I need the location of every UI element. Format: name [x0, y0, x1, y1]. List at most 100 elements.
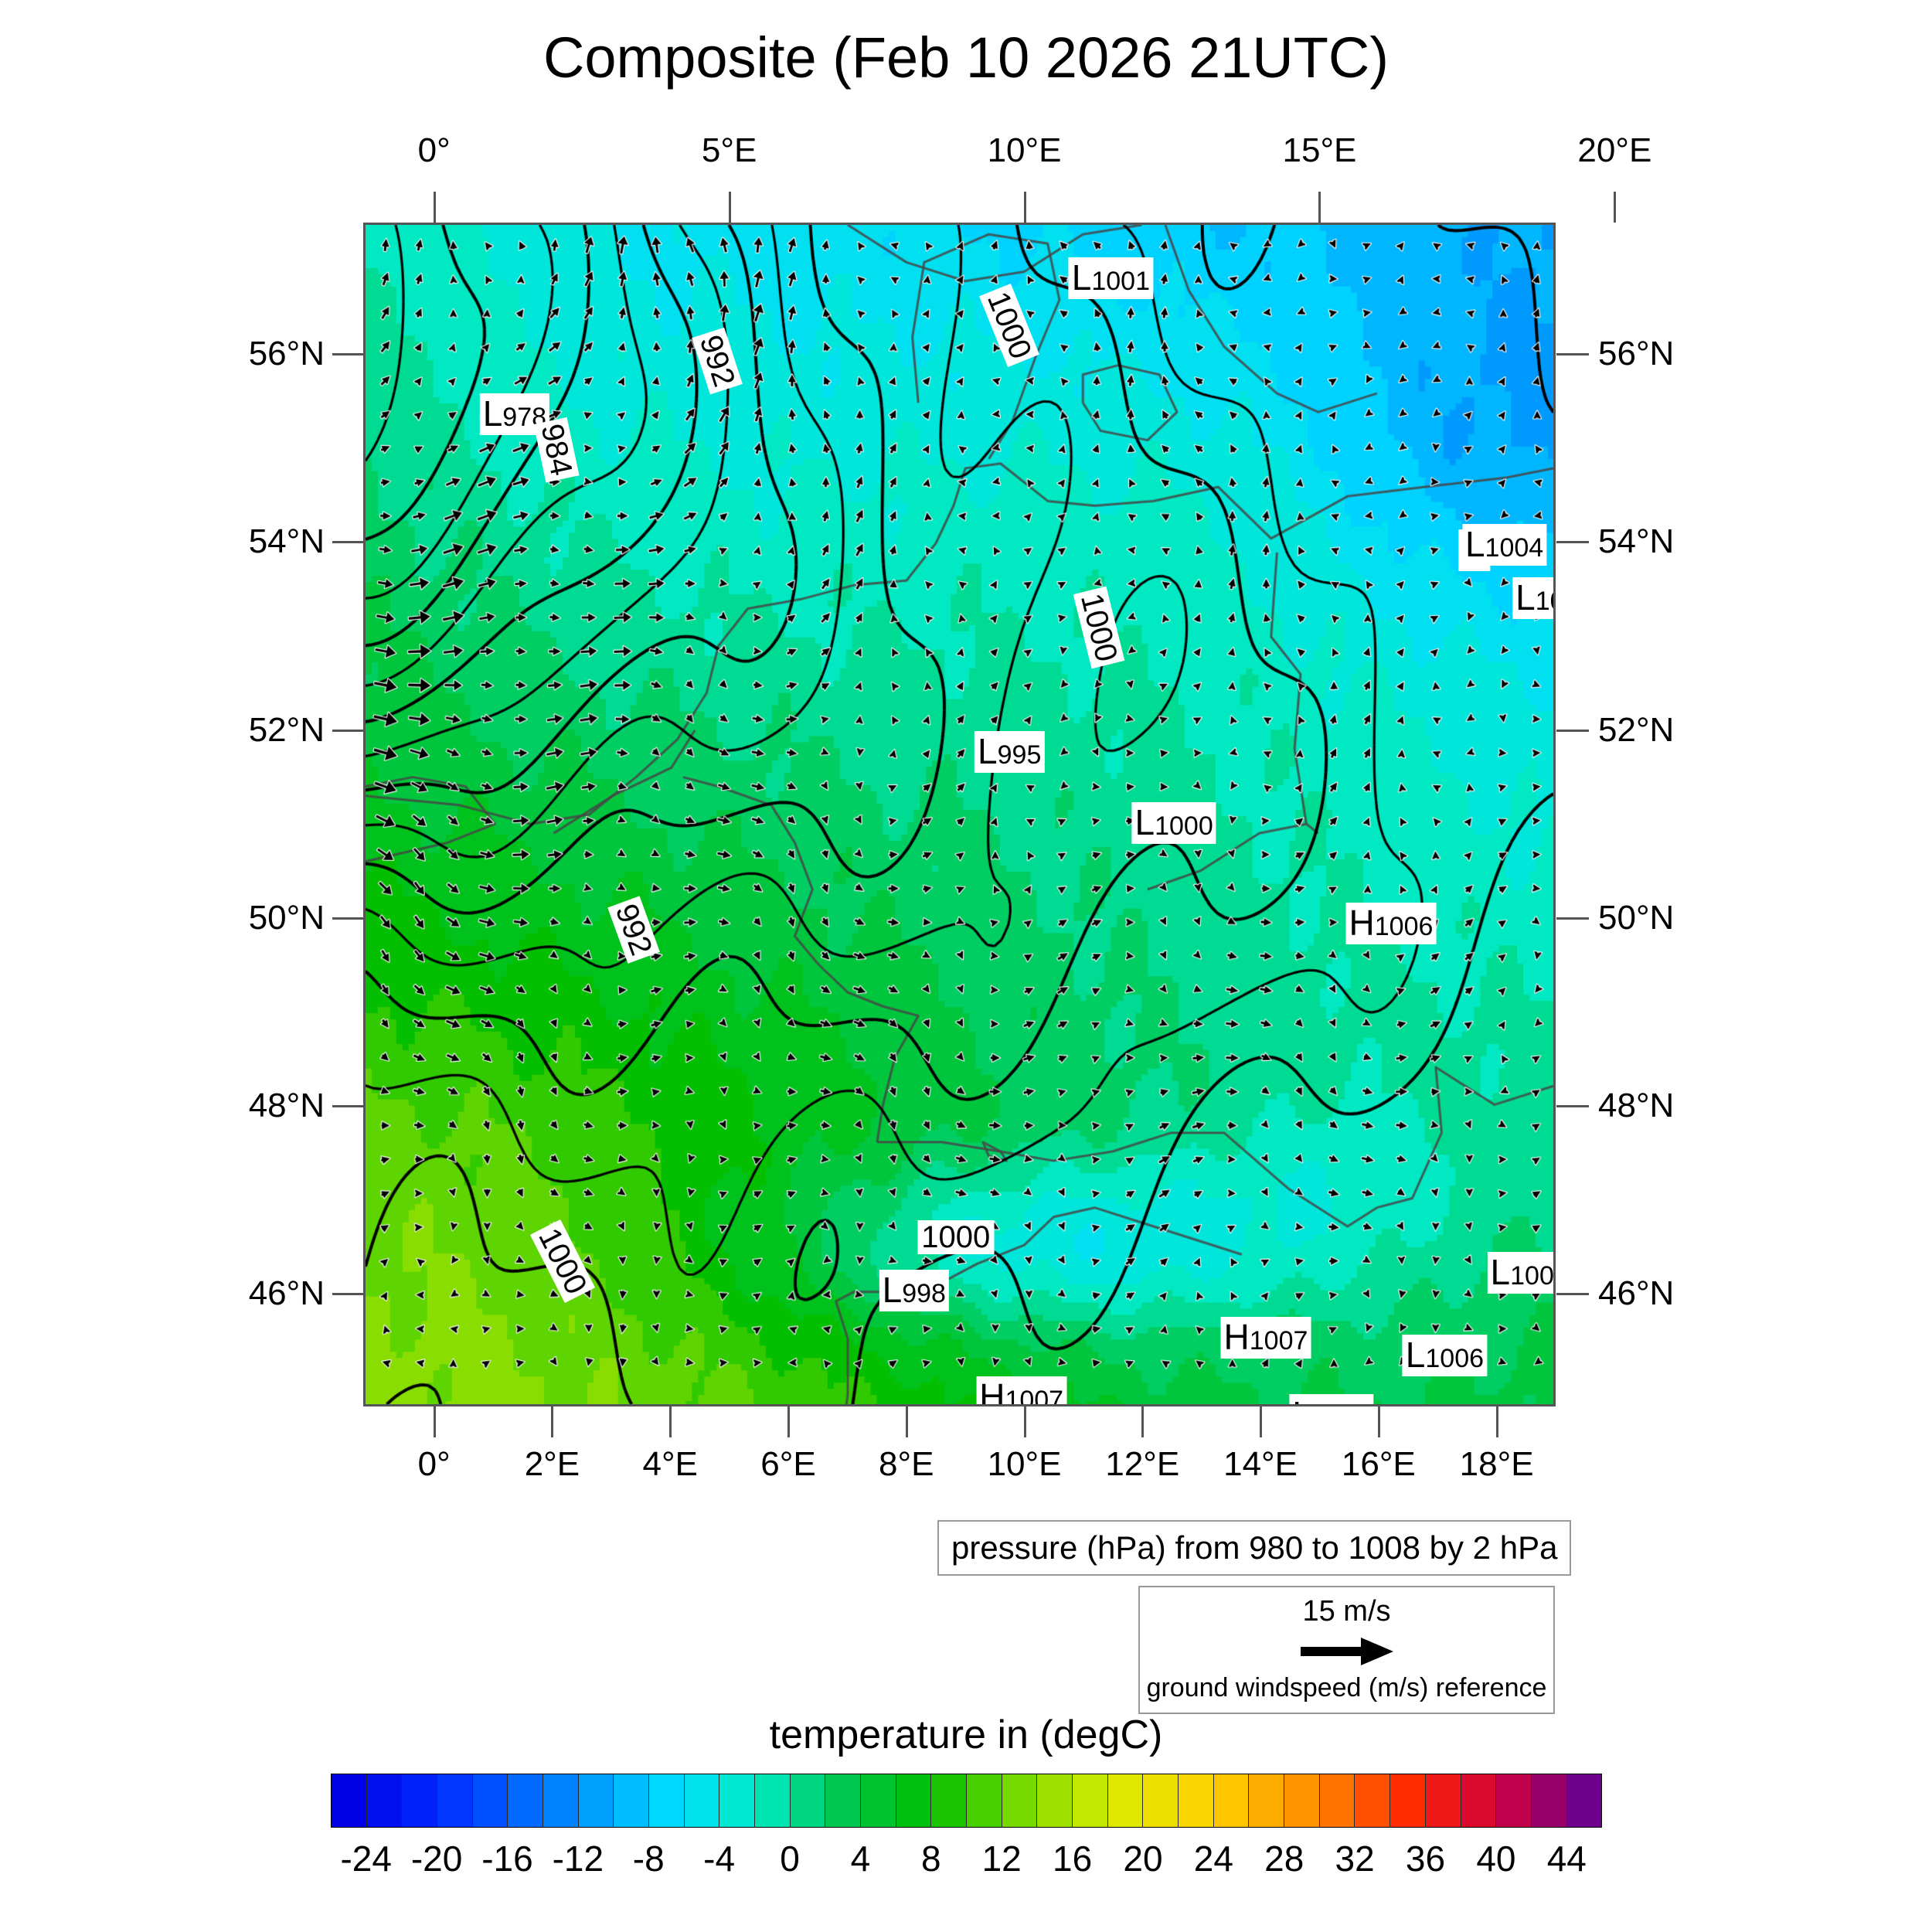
axis-tick-mark — [1495, 1406, 1498, 1437]
pressure-center-low-label: L100 — [1487, 1251, 1554, 1294]
axis-tick-mark — [1023, 1406, 1026, 1437]
pressure-center-type: L — [978, 730, 998, 771]
colorbar-tick-label: 0 — [780, 1838, 800, 1879]
axis-tick-mark — [332, 1293, 365, 1296]
pressure-center-value: 1004 — [1485, 532, 1544, 563]
colorbar-swatch — [578, 1774, 614, 1827]
colorbar-swatch — [1390, 1774, 1426, 1827]
colorbar-swatch — [825, 1774, 862, 1827]
axis-tick-label: 10°E — [987, 1445, 1062, 1483]
colorbar-tick-label: 16 — [1052, 1838, 1093, 1879]
axis-tick-label: 56°N — [1598, 335, 1675, 373]
pressure-legend: pressure (hPa) from 980 to 1008 by 2 hPa — [937, 1520, 1572, 1576]
pressure-center-low-label: L1006 — [1289, 1393, 1374, 1404]
axis-tick-label: 12°E — [1105, 1445, 1180, 1483]
colorbar-swatch — [931, 1774, 968, 1827]
colorbar-swatch — [1249, 1774, 1285, 1827]
colorbar-tick-label: 32 — [1335, 1838, 1375, 1879]
colorbar-swatch — [967, 1774, 1002, 1827]
colorbar-tick-label: -4 — [703, 1838, 736, 1879]
colorbar-swatch — [649, 1774, 685, 1827]
pressure-center-value: 998 — [902, 1278, 946, 1308]
colorbar-swatch — [1213, 1774, 1250, 1827]
axis-tick-label: 48°N — [248, 1086, 325, 1124]
colorbar-swatch — [543, 1774, 579, 1827]
map-plot-area[interactable]: L978L1001HL1004L10L995L1000H1006L998H100… — [363, 223, 1556, 1406]
axis-tick-mark — [669, 1406, 672, 1437]
pressure-center-value: 1001 — [1091, 266, 1150, 296]
axis-tick-mark — [1614, 192, 1617, 223]
axis-tick-mark — [1260, 1406, 1263, 1437]
axis-tick-mark — [551, 1406, 554, 1437]
colorbar-tick-label: 20 — [1123, 1838, 1163, 1879]
axis-tick-label: 16°E — [1341, 1445, 1416, 1483]
pressure-center-low-label: L1006 — [1402, 1335, 1488, 1377]
colorbar-swatch — [1566, 1774, 1602, 1827]
colorbar-tick-label: -20 — [410, 1838, 463, 1879]
colorbar-tick-label: 40 — [1476, 1838, 1516, 1879]
axis-tick-mark — [1556, 353, 1589, 356]
colorbar-tick-label: 8 — [921, 1838, 941, 1879]
axis-tick-mark — [787, 1406, 790, 1437]
axis-tick-label: 2°E — [524, 1445, 580, 1483]
colorbar-swatch — [1496, 1774, 1532, 1827]
colorbar-swatch — [508, 1774, 544, 1827]
pressure-center-type: L — [1490, 1251, 1511, 1292]
pressure-center-low-label: L995 — [975, 730, 1045, 773]
pressure-center-value: 100 — [1510, 1260, 1554, 1291]
axis-tick-label: 54°N — [1598, 522, 1675, 561]
axis-tick-label: 14°E — [1223, 1445, 1298, 1483]
pressure-center-type: H — [1223, 1317, 1250, 1358]
colorbar-swatch — [1073, 1774, 1108, 1827]
pressure-center-high-label: H1006 — [1345, 902, 1437, 944]
pressure-center-type: L — [1464, 523, 1485, 564]
colorbar-swatch — [790, 1774, 826, 1827]
axis-tick-label: 15°E — [1282, 131, 1357, 169]
colorbar-swatch — [437, 1774, 473, 1827]
colorbar-swatch — [755, 1774, 791, 1827]
axis-tick-label: 52°N — [248, 710, 325, 749]
pressure-center-type: L — [482, 393, 503, 434]
pressure-center-value: 1007 — [1249, 1326, 1308, 1356]
axis-tick-label: 0° — [417, 1445, 451, 1483]
axis-tick-label: 54°N — [248, 522, 325, 561]
colorbar-swatch — [896, 1774, 932, 1827]
pressure-center-type: L — [1071, 257, 1092, 298]
colorbar-swatch — [1143, 1774, 1179, 1827]
colorbar-swatch — [366, 1774, 403, 1827]
axis-tick-mark — [1556, 1104, 1589, 1107]
colorbar-swatch — [1002, 1774, 1038, 1827]
pressure-center-low-label: L1000 — [1131, 801, 1216, 844]
colorbar-title: temperature in (degC) — [769, 1713, 1163, 1757]
axis-tick-mark — [1318, 192, 1321, 223]
pressure-center-low-label: L998 — [879, 1269, 949, 1311]
colorbar-swatch — [1425, 1774, 1461, 1827]
pressure-legend-text: pressure (hPa) from 980 to 1008 by 2 hPa — [951, 1529, 1558, 1566]
axis-tick-label: 5°E — [701, 131, 757, 169]
colorbar-swatch — [861, 1774, 896, 1827]
wind-legend-caption: ground windspeed (m/s) reference — [1146, 1673, 1547, 1702]
axis-tick-mark — [1377, 1406, 1380, 1437]
pressure-center-value: 10 — [1535, 586, 1553, 616]
axis-tick-label: 52°N — [1598, 710, 1675, 749]
axis-tick-mark — [1141, 1406, 1145, 1437]
axis-tick-label: 50°N — [1598, 898, 1675, 937]
axis-tick-label: 46°N — [248, 1274, 325, 1313]
colorbar-tick-label: -12 — [552, 1838, 604, 1879]
temperature-colorbar[interactable] — [331, 1774, 1602, 1828]
colorbar-swatch — [1355, 1774, 1391, 1827]
colorbar-tick-label: 4 — [850, 1838, 871, 1879]
pressure-center-low-label: L1004 — [1461, 523, 1547, 566]
axis-tick-mark — [332, 353, 365, 356]
colorbar-swatch — [1284, 1774, 1320, 1827]
colorbar-swatch — [402, 1774, 438, 1827]
axis-tick-mark — [1556, 541, 1589, 544]
pressure-center-low-label: L1001 — [1068, 257, 1153, 299]
axis-tick-mark — [433, 192, 436, 223]
colorbar-swatch — [614, 1774, 650, 1827]
colorbar-tick-label: 28 — [1264, 1838, 1304, 1879]
contour-label: 1000 — [917, 1219, 995, 1254]
axis-tick-label: 10°E — [987, 131, 1062, 169]
pressure-center-type: L — [1292, 1394, 1312, 1404]
pressure-center-low-label: L10 — [1512, 577, 1553, 619]
